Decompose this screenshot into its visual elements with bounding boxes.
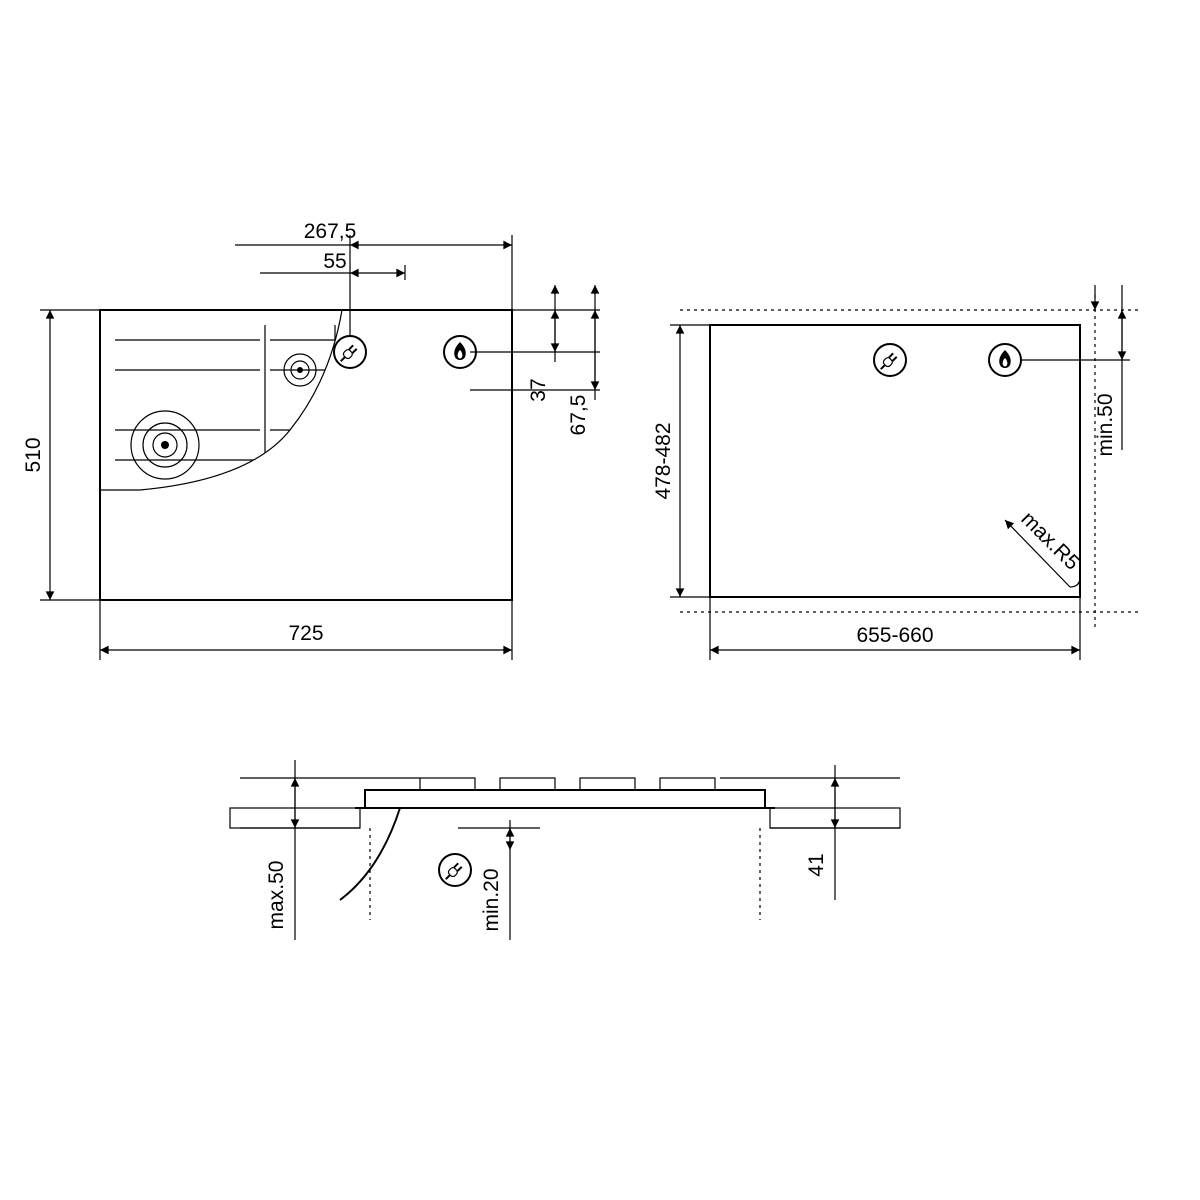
dim-min20: min.20: [480, 868, 503, 931]
dim-267: 267,5: [304, 220, 357, 243]
dim-r5: max.R5: [1016, 507, 1083, 574]
dim-37: 37: [527, 378, 550, 401]
side-view: max.50 min.20 41: [230, 760, 900, 940]
power-icon: [439, 854, 471, 886]
dim-478: 478-482: [652, 422, 675, 499]
dim-height-510: 510: [22, 437, 45, 472]
dim-655: 655-660: [856, 624, 933, 647]
dim-width-725: 725: [288, 622, 323, 645]
cutout-view: max.R5 478-482 655-660 min.50: [652, 285, 1140, 660]
dim-41: 41: [805, 853, 828, 876]
dim-55: 55: [323, 250, 346, 273]
dim-675: 67,5: [567, 395, 590, 436]
power-icon: [334, 336, 366, 368]
power-icon: [874, 344, 906, 376]
top-view: 725 510 267,5 55 37 67,5: [22, 220, 600, 660]
dim-max50: max.50: [265, 861, 288, 930]
dim-min50: min.50: [1094, 393, 1117, 456]
gas-icon: [989, 344, 1021, 376]
